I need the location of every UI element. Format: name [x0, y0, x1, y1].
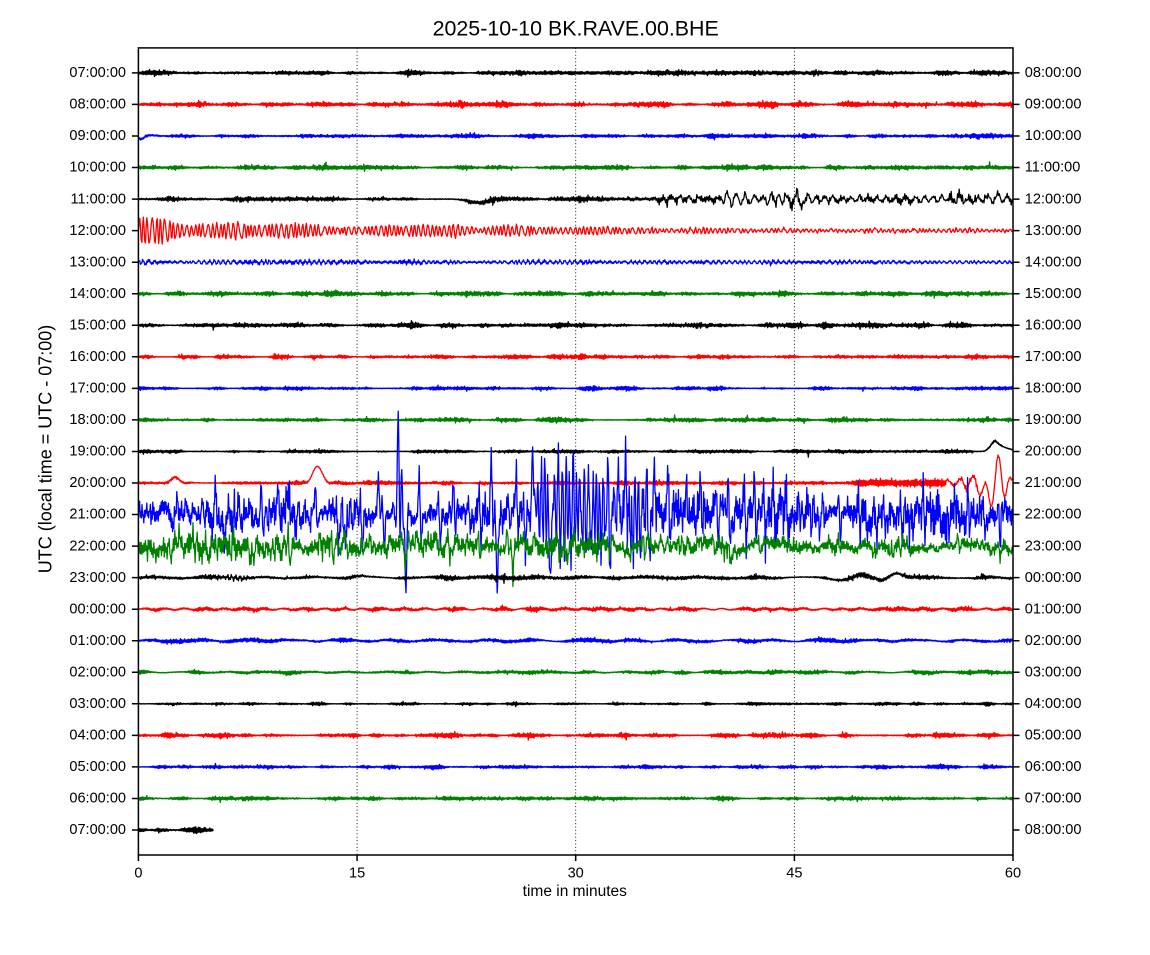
- svg-text:2025-10-10 BK.RAVE.00.BHE: 2025-10-10 BK.RAVE.00.BHE: [433, 17, 719, 41]
- svg-text:23:00:00: 23:00:00: [1025, 538, 1082, 554]
- svg-text:08:00:00: 08:00:00: [1025, 65, 1082, 81]
- svg-text:06:00:00: 06:00:00: [69, 791, 126, 807]
- svg-text:03:00:00: 03:00:00: [69, 696, 126, 712]
- svg-text:17:00:00: 17:00:00: [69, 381, 126, 397]
- svg-text:17:00:00: 17:00:00: [1025, 349, 1082, 365]
- svg-text:45: 45: [786, 866, 802, 882]
- svg-text:23:00:00: 23:00:00: [69, 570, 126, 586]
- svg-text:20:00:00: 20:00:00: [1025, 444, 1082, 460]
- svg-text:02:00:00: 02:00:00: [1025, 633, 1082, 649]
- svg-text:UTC (local time = UTC - 07:00): UTC (local time = UTC - 07:00): [36, 325, 56, 574]
- svg-text:60: 60: [1005, 866, 1021, 882]
- svg-text:14:00:00: 14:00:00: [69, 286, 126, 302]
- svg-text:01:00:00: 01:00:00: [69, 633, 126, 649]
- svg-text:time in minutes: time in minutes: [523, 883, 627, 900]
- svg-text:15: 15: [349, 866, 365, 882]
- svg-text:14:00:00: 14:00:00: [1025, 254, 1082, 270]
- svg-text:19:00:00: 19:00:00: [69, 444, 126, 460]
- svg-text:01:00:00: 01:00:00: [1025, 601, 1082, 617]
- svg-text:21:00:00: 21:00:00: [1025, 475, 1082, 491]
- svg-text:00:00:00: 00:00:00: [69, 601, 126, 617]
- svg-text:00:00:00: 00:00:00: [1025, 570, 1082, 586]
- svg-text:09:00:00: 09:00:00: [1025, 97, 1082, 113]
- svg-text:18:00:00: 18:00:00: [1025, 381, 1082, 397]
- svg-text:0: 0: [134, 866, 142, 882]
- svg-text:08:00:00: 08:00:00: [69, 97, 126, 113]
- svg-text:11:00:00: 11:00:00: [70, 191, 126, 207]
- svg-text:22:00:00: 22:00:00: [1025, 507, 1082, 523]
- svg-text:07:00:00: 07:00:00: [69, 822, 126, 838]
- svg-text:05:00:00: 05:00:00: [1025, 728, 1082, 744]
- svg-text:16:00:00: 16:00:00: [69, 349, 126, 365]
- svg-text:02:00:00: 02:00:00: [69, 665, 126, 681]
- svg-text:05:00:00: 05:00:00: [69, 759, 126, 775]
- svg-text:09:00:00: 09:00:00: [69, 128, 126, 144]
- svg-text:15:00:00: 15:00:00: [69, 318, 126, 334]
- svg-text:19:00:00: 19:00:00: [1025, 412, 1082, 428]
- svg-text:13:00:00: 13:00:00: [69, 254, 126, 270]
- svg-text:06:00:00: 06:00:00: [1025, 759, 1082, 775]
- svg-text:10:00:00: 10:00:00: [69, 160, 126, 176]
- svg-text:21:00:00: 21:00:00: [69, 507, 126, 523]
- svg-text:15:00:00: 15:00:00: [1025, 286, 1082, 302]
- svg-text:30: 30: [568, 866, 584, 882]
- svg-text:12:00:00: 12:00:00: [1025, 191, 1082, 207]
- svg-text:07:00:00: 07:00:00: [69, 65, 126, 81]
- svg-text:12:00:00: 12:00:00: [69, 223, 126, 239]
- svg-text:04:00:00: 04:00:00: [69, 728, 126, 744]
- svg-text:08:00:00: 08:00:00: [1025, 822, 1082, 838]
- svg-text:16:00:00: 16:00:00: [1025, 318, 1082, 334]
- svg-text:13:00:00: 13:00:00: [1025, 223, 1082, 239]
- svg-text:22:00:00: 22:00:00: [69, 538, 126, 554]
- svg-text:07:00:00: 07:00:00: [1025, 791, 1082, 807]
- svg-text:10:00:00: 10:00:00: [1025, 128, 1082, 144]
- svg-text:11:00:00: 11:00:00: [1025, 160, 1081, 176]
- svg-text:20:00:00: 20:00:00: [69, 475, 126, 491]
- svg-text:03:00:00: 03:00:00: [1025, 665, 1082, 681]
- svg-text:18:00:00: 18:00:00: [69, 412, 126, 428]
- svg-text:04:00:00: 04:00:00: [1025, 696, 1082, 712]
